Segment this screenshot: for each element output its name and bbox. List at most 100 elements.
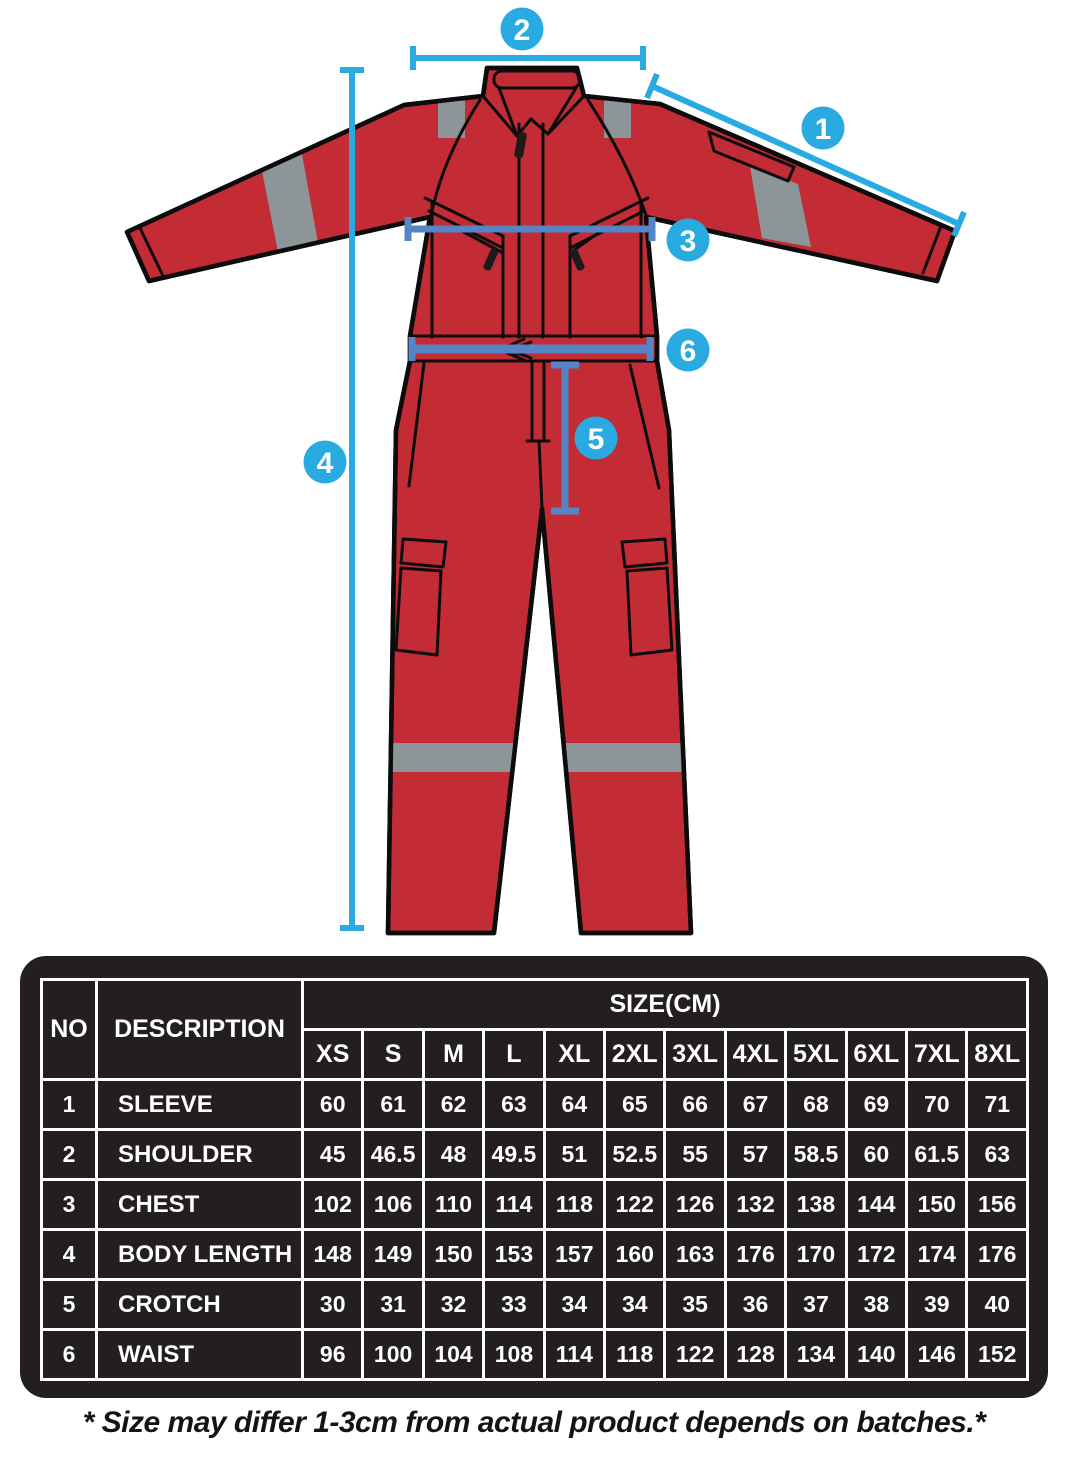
size-value-cell: 68 xyxy=(784,1078,848,1131)
size-value-cell: 71 xyxy=(965,1078,1029,1131)
size-value-cell: 134 xyxy=(784,1328,848,1381)
size-value-cell: 33 xyxy=(482,1278,546,1331)
measure-line-crotch xyxy=(551,361,579,515)
size-value-cell: 114 xyxy=(542,1328,607,1381)
table-row: 1 SLEEVE 60 61 62 63 64 65 66 67 68 69 70 71 xyxy=(40,1078,1029,1131)
size-value-cell: 144 xyxy=(844,1178,909,1231)
size-value-cell: 174 xyxy=(905,1228,969,1281)
measure-line-body-length xyxy=(340,67,364,931)
size-value-cell: 34 xyxy=(542,1278,607,1331)
size-col-header: XS xyxy=(300,1028,365,1081)
size-value-cell: 102 xyxy=(300,1178,365,1231)
row-number: 5 xyxy=(40,1278,98,1331)
measure-line-waist xyxy=(408,337,654,361)
size-table: NO DESCRIPTION SIZE(CM) XS S M L XL 2XL 3XL 4XL… xyxy=(20,956,1048,1398)
size-value-cell: 64 xyxy=(542,1078,607,1131)
size-value-cell: 150 xyxy=(905,1178,969,1231)
size-value-cell: 60 xyxy=(844,1128,909,1181)
size-table-grid: NO DESCRIPTION SIZE(CM) XS S M L XL 2XL 3XL 4XL… xyxy=(40,978,1029,1381)
size-value-cell: 57 xyxy=(723,1128,788,1181)
size-value-cell: 156 xyxy=(965,1178,1029,1231)
size-value-cell: 51 xyxy=(542,1128,607,1181)
marker-3-circle xyxy=(666,218,710,262)
size-col-header: 6XL xyxy=(844,1028,909,1081)
size-value-cell: 152 xyxy=(965,1328,1029,1381)
footnote: * Size may differ 1-3cm from actual prod… xyxy=(82,1406,986,1439)
size-value-cell: 172 xyxy=(844,1228,909,1281)
size-col-header: 7XL xyxy=(905,1028,969,1081)
size-value-cell: 163 xyxy=(663,1228,727,1281)
size-col-header: 4XL xyxy=(723,1028,788,1081)
row-description: SHOULDER xyxy=(95,1128,304,1181)
size-value-cell: 48 xyxy=(421,1128,486,1181)
size-value-cell: 55 xyxy=(663,1128,727,1181)
size-value-cell: 45 xyxy=(300,1128,365,1181)
coverall-diagram: 1 2 3 4 5 6 xyxy=(124,7,967,936)
row-description: SLEEVE xyxy=(95,1078,304,1131)
measure-line-shoulder xyxy=(410,46,646,70)
zipper-pull-right-pocket xyxy=(569,248,585,271)
arm-stripe-right xyxy=(750,166,811,247)
size-value-cell: 39 xyxy=(905,1278,969,1331)
size-value-cell: 70 xyxy=(905,1078,969,1131)
size-value-cell: 146 xyxy=(905,1328,969,1381)
size-col-header: 3XL xyxy=(663,1028,727,1081)
marker-4-label: 4 xyxy=(317,447,334,480)
row-description: CHEST xyxy=(95,1178,304,1231)
size-value-cell: 61 xyxy=(361,1078,425,1131)
size-value-cell: 110 xyxy=(421,1178,486,1231)
measure-line-chest xyxy=(404,217,656,241)
col-header-description: DESCRIPTION xyxy=(95,978,304,1081)
marker-2-circle xyxy=(500,7,544,51)
size-col-header: 8XL xyxy=(965,1028,1029,1081)
table-row: 6 WAIST 96 100 104 108 114 118 122 128 134 140 146 15… xyxy=(40,1328,1029,1381)
size-value-cell: 32 xyxy=(421,1278,486,1331)
size-value-cell: 104 xyxy=(421,1328,486,1381)
size-value-cell: 122 xyxy=(603,1178,667,1231)
col-header-no: NO xyxy=(40,978,98,1081)
table-row: 4 BODY LENGTH 148 149 150 153 157 160 163 176 170 1… xyxy=(40,1228,1029,1281)
leg-stripe-left xyxy=(384,743,521,772)
size-value-cell: 128 xyxy=(723,1328,788,1381)
size-value-cell: 114 xyxy=(482,1178,546,1231)
marker-1-label: 1 xyxy=(815,113,832,146)
size-value-cell: 61.5 xyxy=(905,1128,969,1181)
row-description: WAIST xyxy=(95,1328,304,1381)
size-col-header: M xyxy=(421,1028,486,1081)
marker-1: 1 xyxy=(801,106,845,150)
size-value-cell: 38 xyxy=(844,1278,909,1331)
size-value-cell: 140 xyxy=(844,1328,909,1381)
size-value-cell: 40 xyxy=(965,1278,1029,1331)
row-description: CROTCH xyxy=(95,1278,304,1331)
size-value-cell: 122 xyxy=(663,1328,727,1381)
size-value-cell: 106 xyxy=(361,1178,425,1231)
table-row: 3 CHEST 102 106 110 114 118 122 126 132 138 144 150 1… xyxy=(40,1178,1029,1231)
col-header-size-group: SIZE(CM) xyxy=(301,978,1029,1031)
reflective-stripes xyxy=(262,88,811,772)
row-number: 4 xyxy=(40,1228,98,1281)
size-col-header: S xyxy=(361,1028,425,1081)
size-value-cell: 138 xyxy=(784,1178,848,1231)
size-value-cell: 170 xyxy=(784,1228,848,1281)
marker-3-label: 3 xyxy=(680,225,697,258)
size-value-cell: 58.5 xyxy=(784,1128,848,1181)
size-value-cell: 150 xyxy=(421,1228,486,1281)
size-value-cell: 108 xyxy=(482,1328,546,1381)
table-row: 5 CROTCH 30 31 32 33 34 34 35 36 37 38 39 40 xyxy=(40,1278,1029,1331)
marker-5-circle xyxy=(574,416,618,460)
size-value-cell: 157 xyxy=(542,1228,607,1281)
size-value-cell: 96 xyxy=(300,1328,365,1381)
size-value-cell: 176 xyxy=(965,1228,1029,1281)
marker-1-circle xyxy=(801,106,845,150)
row-number: 2 xyxy=(40,1128,98,1181)
row-number: 1 xyxy=(40,1078,98,1131)
table-row: 2 SHOULDER 45 46.5 48 49.5 51 52.5 55 57 58.5 60 61.… xyxy=(40,1128,1029,1181)
size-value-cell: 66 xyxy=(663,1078,727,1131)
size-value-cell: 31 xyxy=(361,1278,425,1331)
marker-2-label: 2 xyxy=(514,14,531,47)
marker-4-circle xyxy=(303,440,347,484)
size-col-header: 5XL xyxy=(784,1028,848,1081)
arm-stripe-left xyxy=(262,154,318,252)
marker-5: 5 xyxy=(574,416,618,460)
